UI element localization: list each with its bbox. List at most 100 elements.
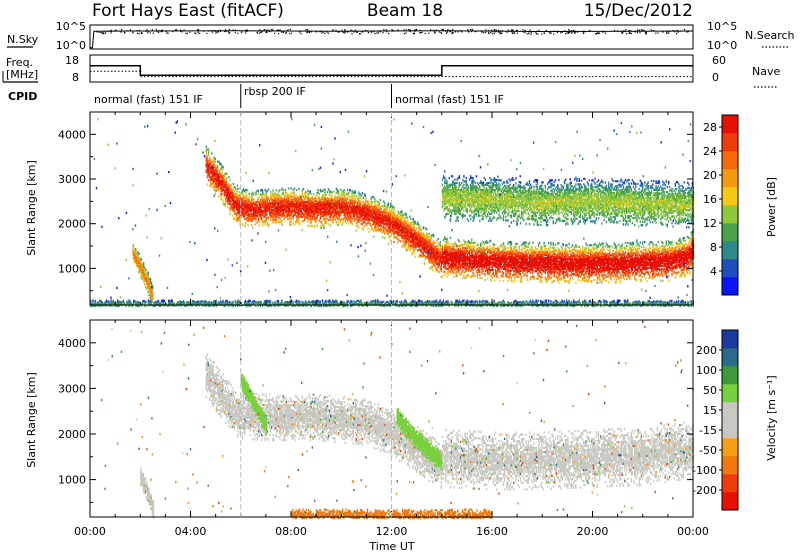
noise-sample: [536, 31, 537, 32]
power-cell: [215, 186, 216, 188]
power-cell: [234, 217, 235, 219]
power-cell: [137, 254, 138, 256]
noise-sample: [472, 30, 473, 31]
noise-sample: [453, 32, 454, 33]
power-cell: [268, 216, 269, 218]
power-cell: [223, 175, 224, 177]
noise-sample: [321, 32, 322, 33]
noise-sample: [447, 31, 448, 32]
noise-sample: [132, 32, 133, 33]
power-cell: [208, 148, 209, 150]
noise-sample: [575, 31, 576, 32]
power-cell: [263, 199, 264, 201]
power-cell: [223, 203, 224, 205]
noise-sample: [257, 32, 258, 33]
noise-sample: [451, 33, 452, 34]
noise-sample: [495, 31, 496, 32]
noise-sample: [502, 30, 503, 31]
power-cell: [151, 282, 152, 284]
noise-left-tick-low: 10^0: [56, 39, 86, 52]
noise-sample: [621, 33, 622, 34]
noise-sample: [525, 32, 526, 33]
power-cell: [230, 203, 231, 205]
power-cell: [262, 196, 263, 198]
noise-sample: [269, 31, 270, 32]
noise-sample: [288, 29, 289, 30]
power-cell: [288, 187, 289, 189]
noise-sample: [278, 30, 279, 31]
noise-sample: [568, 29, 569, 30]
noise-sample: [215, 32, 216, 33]
power-cell: [267, 196, 268, 198]
noise-sample: [176, 30, 177, 31]
noise-sample: [264, 29, 265, 30]
noise-sample: [492, 33, 493, 34]
power-cell: [278, 202, 279, 204]
power-cell: [141, 258, 142, 260]
noise-sample: [447, 32, 448, 33]
nave-right-tick-high: 60: [712, 54, 726, 67]
noise-sample: [569, 32, 570, 33]
noise-sample: [111, 32, 112, 33]
noise-sample: [528, 31, 529, 32]
noise-sample: [491, 30, 492, 31]
noise-sample: [406, 29, 407, 30]
noise-plot: [90, 29, 693, 48]
noise-sample: [629, 32, 630, 33]
noise-sample: [328, 33, 329, 34]
power-cell: [223, 200, 224, 202]
noise-sample: [308, 31, 309, 32]
power-cell: [259, 224, 260, 226]
radar-title: Fort Hays East (fitACF): [92, 1, 284, 21]
noise-sample: [272, 29, 273, 30]
noise-sample: [583, 31, 584, 32]
power-cell: [301, 201, 302, 203]
noise-sample: [159, 30, 160, 31]
power-plot: [90, 118, 694, 307]
noise-sample: [626, 33, 627, 34]
power-cell: [286, 197, 287, 199]
power-cell: [245, 222, 246, 224]
noise-sample: [321, 31, 322, 32]
power-cell: [289, 194, 290, 196]
noise-sample: [468, 31, 469, 32]
power-cell: [245, 194, 246, 196]
power-cell: [255, 221, 256, 223]
noise-sample: [307, 29, 308, 30]
noise-sample: [137, 30, 138, 31]
power-cell: [138, 253, 139, 255]
power-cell: [245, 204, 246, 206]
noise-sample: [224, 31, 225, 32]
noise-sample: [161, 31, 162, 32]
noise-sample: [500, 30, 501, 31]
power-cell: [230, 191, 231, 193]
noise-sample: [260, 32, 261, 33]
cpid-segment-1: normal (fast) 151 IF: [94, 93, 203, 106]
noise-panel-frame: [90, 25, 693, 49]
power-cell: [285, 189, 286, 191]
power-cell: [296, 195, 297, 197]
noise-sample: [377, 30, 378, 31]
noise-sample: [115, 29, 116, 30]
power-cell: [304, 192, 305, 194]
noise-sample: [373, 31, 374, 32]
noise-sample: [102, 32, 103, 33]
noise-sample: [544, 32, 545, 33]
noise-sample: [228, 31, 229, 32]
noise-sample: [326, 32, 327, 33]
noise-sample: [168, 33, 169, 34]
noise-sample: [498, 30, 499, 31]
cpid-label: CPID: [8, 90, 37, 103]
power-cell: [235, 188, 236, 190]
noise-sample: [560, 32, 561, 33]
power-cell: [283, 189, 284, 191]
power-cell: [305, 191, 306, 193]
noise-sample: [538, 30, 539, 31]
noise-sample: [218, 30, 219, 31]
power-cell: [233, 183, 234, 185]
noise-sample: [679, 31, 680, 32]
power-cell: [294, 192, 295, 194]
power-cell: [289, 201, 290, 203]
noise-sample: [127, 30, 128, 31]
noise-sample: [161, 30, 162, 31]
